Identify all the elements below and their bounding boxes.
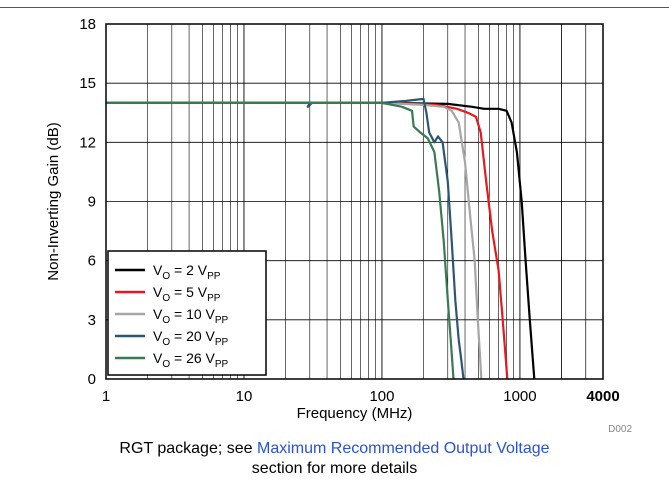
legend-label-5: VO = 26 VPP: [153, 350, 229, 370]
tick-labels: 1 10 100 1000 4000 0 3 6 9 12 15 18: [79, 16, 619, 405]
plot-frame: [105, 23, 604, 380]
x-tick-label: 10: [236, 388, 253, 405]
legend-label-3: VO = 10 VPP: [153, 306, 229, 326]
series-line-5: [106, 101, 455, 380]
x-tick-label: 1: [102, 388, 110, 405]
series-lines: [106, 97, 536, 380]
x-tick-label: 4000: [586, 388, 619, 405]
series-line-4: [106, 97, 465, 380]
legend-label-2: VO = 5 VPP: [153, 284, 221, 304]
figure-caption: RGT package; see Maximum Recommended Out…: [0, 439, 669, 479]
caption-prefix: RGT package; see: [119, 440, 257, 457]
y-tick-label: 3: [88, 312, 96, 329]
x-tick-label: 100: [369, 388, 394, 405]
y-tick-label: 6: [88, 253, 96, 270]
figure-id: D002: [608, 424, 632, 435]
legend-label-4: VO = 20 VPP: [153, 328, 229, 348]
caption-suffix: section for more details: [251, 460, 418, 477]
y-tick-label: 12: [79, 134, 96, 151]
caption-link[interactable]: Maximum Recommended Output Voltage: [256, 440, 550, 457]
top-divider: [0, 7, 669, 8]
y-tick-label: 9: [88, 194, 96, 211]
y-tick-label: 0: [88, 371, 96, 388]
x-tick-label: 1000: [503, 388, 536, 405]
gain-vs-frequency-chart: 1 10 100 1000 4000 0 3 6 9 12 15 18 Frequency (MHz)…: [45, 16, 632, 435]
y-tick-label: 15: [79, 75, 96, 92]
y-axis-label: Non-Inverting Gain (dB): [45, 122, 62, 280]
x-axis-label: Frequency (MHz): [297, 405, 413, 422]
legend-label-1: VO = 2 VPP: [153, 262, 221, 282]
y-tick-label: 18: [79, 16, 96, 33]
